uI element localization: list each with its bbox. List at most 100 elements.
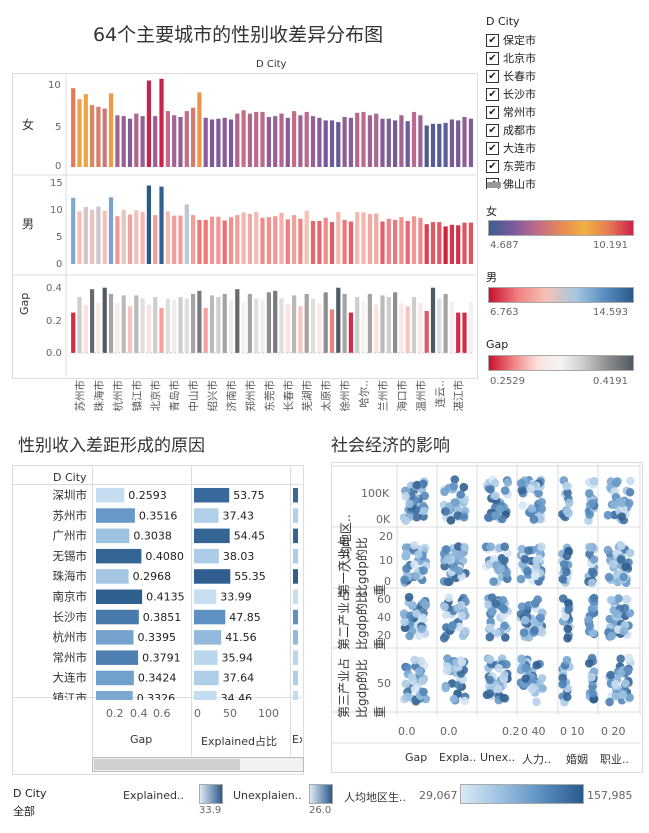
gap-bar <box>96 488 125 503</box>
scatter-point <box>529 515 539 524</box>
scatter-point <box>496 564 506 573</box>
scatter-point <box>449 482 459 491</box>
explained-value-label: 38.03 <box>223 550 255 563</box>
gap-bar <box>83 304 88 353</box>
gap-value-label: 0.2968 <box>133 570 172 583</box>
city-filter-item[interactable]: ✔ 成都市 <box>486 121 636 139</box>
scatter-point <box>563 633 572 643</box>
gap-bar <box>96 609 139 625</box>
legend-gap-max: 0.4191 <box>593 376 628 387</box>
city-filter-item[interactable]: ✔ 北京市 <box>486 49 636 67</box>
checkbox-icon[interactable]: ✔ <box>486 51 499 65</box>
bottom-filter-value[interactable]: 全部 <box>13 805 35 818</box>
city-filter-item[interactable]: ✔ 长春市 <box>486 67 636 85</box>
page-title: 64个主要城市的性别收差异分布图 <box>93 24 384 46</box>
y-tick: 5 <box>55 122 62 133</box>
reasons-h-scrollbar[interactable] <box>92 757 304 772</box>
row-label-women: 女 <box>22 118 35 132</box>
legend-women-min: 4.687 <box>490 240 519 251</box>
scatter-point <box>455 622 464 632</box>
men-bar <box>399 217 404 264</box>
women-bar <box>437 123 442 167</box>
city-label: 苏州市 <box>53 508 88 522</box>
checkbox-icon[interactable]: ✔ <box>486 105 499 119</box>
explained-value-label: 33.99 <box>220 591 252 604</box>
city-filter-item[interactable]: ✔ 东莞市 <box>486 157 636 175</box>
gap-bar <box>146 304 151 353</box>
checkbox-icon[interactable]: ✔ <box>486 159 499 173</box>
explained-bar <box>194 650 218 665</box>
city-filter-item[interactable]: ✔ 长沙市 <box>486 85 636 103</box>
scatter-point <box>523 566 532 576</box>
city-filter-list[interactable]: ✔保定市✔北京市✔长春市✔长沙市✔常州市✔成都市✔大连市✔东莞市✔佛山市 <box>486 31 636 189</box>
scatter-point <box>604 572 614 582</box>
city-label: 绍兴市 <box>206 380 219 412</box>
city-label: 北京市 <box>149 380 162 412</box>
checkbox-icon[interactable]: ✔ <box>486 141 499 155</box>
men-bar <box>203 219 208 264</box>
men-bar <box>317 221 322 264</box>
women-bar <box>260 111 265 167</box>
checkbox-icon[interactable]: ✔ <box>486 87 499 101</box>
checkbox-icon[interactable]: ✔ <box>486 69 499 83</box>
women-bar <box>140 116 145 167</box>
women-bar <box>228 119 234 167</box>
gap-bar <box>462 312 467 353</box>
men-bar <box>235 215 240 264</box>
gap-bar <box>96 630 134 645</box>
men-bar <box>411 216 417 264</box>
scatter-point <box>518 501 527 510</box>
checkbox-icon[interactable]: ✔ <box>486 33 499 47</box>
gap-bar <box>115 303 120 353</box>
scatter-point <box>587 578 597 588</box>
gap-bar <box>71 312 76 353</box>
city-filter-item[interactable]: ✔ 大连市 <box>486 139 636 157</box>
scatter-point <box>485 675 495 685</box>
scatter-point <box>559 560 569 569</box>
scatter-point <box>564 546 573 556</box>
divider <box>191 466 192 756</box>
scatter-point <box>563 624 573 633</box>
scatter-matrix <box>331 462 641 744</box>
y-tick: 0.4 <box>46 283 62 294</box>
city-filter-scrollbar[interactable] <box>487 182 501 188</box>
men-bar <box>304 210 309 264</box>
city-filter-item[interactable]: ✔ 保定市 <box>486 31 636 49</box>
gap-value-label: 0.3791 <box>142 651 181 664</box>
scatter-point <box>400 617 409 627</box>
gap-bar <box>430 287 436 353</box>
third-col-bar <box>293 508 298 523</box>
women-bar <box>90 105 95 167</box>
scatter-point <box>419 506 429 516</box>
checkbox-icon[interactable]: ✔ <box>486 123 499 137</box>
gap-bar <box>285 304 290 353</box>
scrollbar-thumb[interactable] <box>94 759 240 770</box>
city-filter-item[interactable]: ✔ 常州市 <box>486 103 636 121</box>
gap-bar <box>228 300 234 353</box>
city-label: 温州市 <box>414 380 427 412</box>
scatter-point <box>622 595 632 604</box>
scatter-point <box>449 694 459 704</box>
city-filter-title: D City <box>486 15 520 28</box>
scatter-point <box>460 543 470 552</box>
scatter-point <box>442 610 451 620</box>
women-bar <box>159 78 164 167</box>
scatter-point <box>446 516 456 525</box>
gap-bar <box>134 295 139 353</box>
scatter-point <box>562 692 572 702</box>
men-bar <box>437 222 442 264</box>
gap-bar <box>140 298 145 353</box>
gap-bar <box>361 301 366 353</box>
y-tick: 0 <box>384 575 391 588</box>
scatter-point <box>588 498 597 508</box>
men-bar <box>178 215 183 264</box>
gap-bar <box>178 297 183 353</box>
gap-value-label: 0.3326 <box>137 692 176 700</box>
men-bar <box>418 217 423 264</box>
city-filter-label: 常州市 <box>503 106 536 119</box>
scatter-point <box>418 613 428 623</box>
reasons-title: 性别收入差距形成的原因 <box>18 436 205 456</box>
scatter-point <box>537 497 546 507</box>
reasons-frame <box>12 465 304 775</box>
gap-bar <box>241 301 246 353</box>
